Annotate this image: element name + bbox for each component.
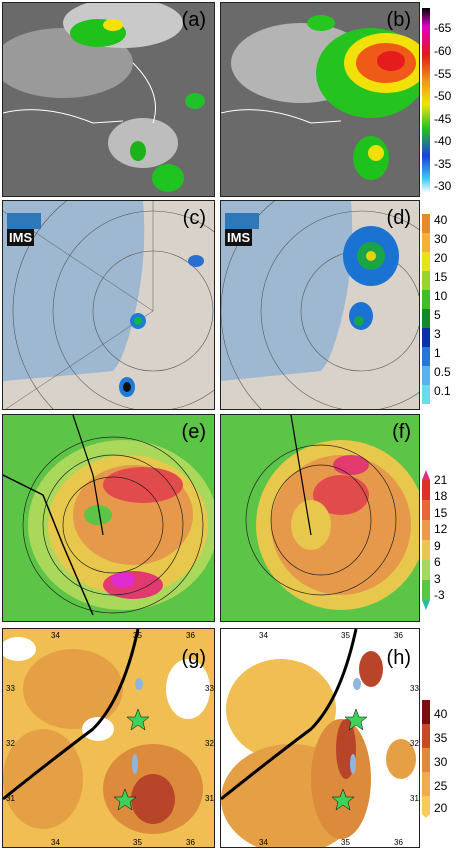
panel-label-a: (a) — [181, 9, 206, 31]
grid-label: 33 — [410, 684, 419, 693]
panel-label-h: (h) — [386, 647, 411, 669]
tick: 35 — [434, 731, 448, 745]
grid-label: 32 — [6, 739, 15, 748]
tick: -55 — [434, 67, 452, 81]
tick: 9 — [434, 539, 441, 553]
grid-label: 33 — [205, 684, 214, 693]
grid-label: 34 — [259, 838, 268, 847]
tick: 12 — [434, 522, 448, 536]
tick: 30 — [434, 232, 448, 246]
grid-label: 33 — [6, 684, 15, 693]
tick: 3 — [434, 572, 441, 586]
tick: -60 — [434, 44, 452, 58]
tick: 20 — [434, 801, 448, 815]
panel-g: 34 35 36 34 35 36 33 32 31 33 32 31 (g) — [2, 628, 215, 848]
ims-logo-text: IMS — [7, 229, 35, 246]
panel-e: (e) — [2, 414, 215, 622]
panel-f: (f) — [220, 414, 420, 622]
tick: 15 — [434, 506, 448, 520]
tick: 5 — [434, 308, 441, 322]
satellite-image-b — [221, 3, 419, 196]
colorbar-row3 — [422, 470, 430, 610]
grid-label: 35 — [133, 631, 142, 640]
precip-field-h — [221, 629, 419, 847]
tick: 6 — [434, 555, 441, 569]
tick: 21 — [434, 473, 448, 487]
panel-b: (b) — [220, 2, 420, 197]
grid-label: 31 — [410, 794, 419, 803]
panel-label-f: (f) — [392, 421, 411, 443]
ims-logo-icon — [7, 213, 41, 229]
grid-label: 35 — [341, 838, 350, 847]
panel-c: IMS (c) — [2, 200, 215, 410]
tick: -40 — [434, 134, 452, 148]
tick: 0.1 — [434, 384, 451, 398]
tick: 0.5 — [434, 365, 451, 379]
tick: 15 — [434, 270, 448, 284]
precip-field-g — [3, 629, 214, 847]
ims-logo-d: IMS — [225, 213, 259, 247]
grid-label: 36 — [186, 838, 195, 847]
satellite-image-a — [3, 3, 214, 196]
tick: -30 — [434, 179, 452, 193]
panel-label-c: (c) — [182, 207, 206, 229]
panel-label-b: (b) — [386, 9, 411, 31]
tick: 18 — [434, 489, 448, 503]
tick: 25 — [434, 779, 448, 793]
colorbar-row1 — [422, 8, 430, 193]
panel-label-g: (g) — [181, 647, 206, 669]
grid-label: 34 — [51, 838, 60, 847]
grid-label: 31 — [205, 794, 214, 803]
ims-logo-text: IMS — [225, 229, 253, 246]
grid-label: 36 — [186, 631, 195, 640]
tick: -65 — [434, 21, 452, 35]
panel-label-d: (d) — [386, 207, 411, 229]
tick: 20 — [434, 251, 448, 265]
tick: -3 — [434, 588, 445, 602]
grid-label: 34 — [259, 631, 268, 640]
model-field-e — [3, 415, 214, 621]
tick: 30 — [434, 755, 448, 769]
grid-label: 32 — [205, 739, 214, 748]
tick: 10 — [434, 289, 448, 303]
colorbar-row2 — [422, 214, 430, 404]
ims-logo-c: IMS — [7, 213, 41, 247]
tick: -50 — [434, 89, 452, 103]
grid-label: 36 — [394, 838, 403, 847]
panel-label-e: (e) — [181, 421, 206, 443]
radar-map-d — [221, 201, 419, 409]
model-field-f — [221, 415, 419, 621]
tick: 1 — [434, 346, 441, 360]
grid-label: 35 — [341, 631, 350, 640]
tick: 40 — [434, 707, 448, 721]
tick: -35 — [434, 157, 452, 171]
tick: 3 — [434, 327, 441, 341]
panel-h: 34 35 36 34 35 36 33 32 31 (h) — [220, 628, 420, 848]
grid-label: 36 — [394, 631, 403, 640]
tick: 40 — [434, 213, 448, 227]
grid-label: 32 — [410, 739, 419, 748]
ims-logo-icon — [225, 213, 259, 229]
tick: -45 — [434, 112, 452, 126]
grid-label: 34 — [51, 631, 60, 640]
panel-a: (a) — [2, 2, 215, 197]
radar-map-c — [3, 201, 214, 409]
grid-label: 35 — [133, 838, 142, 847]
colorbar-row4 — [422, 700, 430, 818]
grid-label: 31 — [6, 794, 15, 803]
panel-d: IMS (d) — [220, 200, 420, 410]
